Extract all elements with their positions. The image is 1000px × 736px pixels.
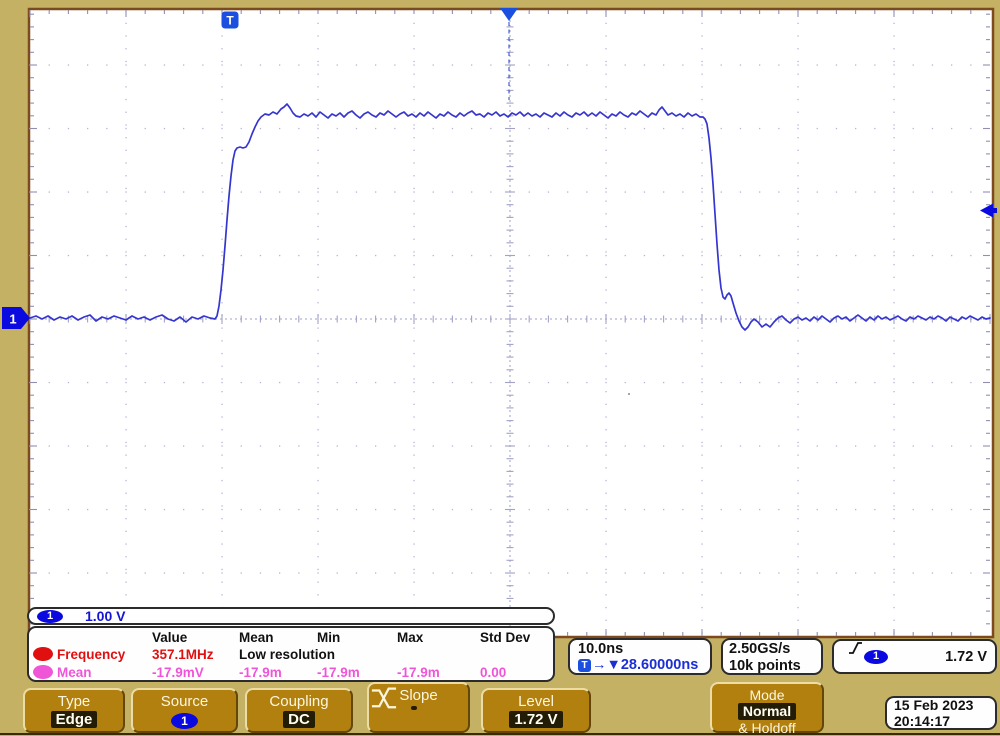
measurement-min: -17.9m: [317, 665, 360, 680]
menu-source-button[interactable]: Source 1: [131, 688, 238, 733]
menu-mode-label: Mode: [749, 687, 785, 703]
measurement-mean: Low resolution: [239, 647, 335, 662]
channel-1-marker-label: 1: [9, 312, 16, 327]
measurement-max: -17.9m: [397, 665, 440, 680]
menu-mode-value: Normal: [737, 703, 797, 720]
measurement-value: -17.9mV: [152, 665, 204, 680]
col-header-mean: Mean: [239, 630, 274, 645]
col-header-stddev: Std Dev: [480, 630, 531, 645]
measurement-std: 0.00: [480, 665, 507, 680]
menu-slope-label: Slope: [399, 687, 438, 704]
col-header-max: Max: [397, 630, 424, 645]
delay-arrow-icons: →▼: [592, 657, 621, 673]
delay-value: 28.60000ns: [620, 657, 699, 673]
menu-level-value: 1.72 V: [509, 711, 563, 728]
date-value: 15 Feb 2023: [894, 697, 974, 713]
trigger-t-icon: T: [578, 659, 591, 672]
channel-1-badge: 1: [37, 609, 63, 623]
trigger-readout: 1 1.72 V: [832, 639, 997, 674]
trigger-time-t-icon: T: [226, 14, 234, 28]
channel-1-waveform-trace: [29, 103, 991, 331]
measurement-row-mean: 4 Mean -17.9mV -17.9m -17.9m -17.9m 0.00: [29, 664, 553, 681]
channel-1-scale-value: 1.00 V: [85, 608, 126, 624]
menu-coupling-button[interactable]: Coupling DC: [245, 688, 353, 733]
trigger-level-value: 1.72 V: [945, 648, 987, 665]
menu-level-label: Level: [518, 693, 554, 710]
bezel-bottom-edge: [0, 733, 1000, 735]
menu-type-value: Edge: [50, 711, 98, 728]
date-time-box: 15 Feb 2023 20:14:17: [885, 696, 997, 730]
menu-mode-suffix: & Holdoff: [738, 720, 796, 736]
measurement-4-badge: 4: [33, 665, 53, 679]
rising-edge-icon: [849, 642, 862, 654]
menu-mode-button[interactable]: Mode Normal & Holdoff: [710, 682, 824, 736]
col-header-min: Min: [317, 630, 341, 645]
channel-1-scale-readout: 1 1.00 V: [27, 607, 555, 625]
record-length-value: 10k points: [729, 657, 801, 674]
measurement-label: Mean: [57, 665, 92, 680]
rising-slope-icon[interactable]: [371, 687, 417, 710]
menu-source-channel-badge: 1: [171, 713, 198, 729]
sample-rate-value: 2.50GS/s: [729, 641, 791, 657]
acquisition-readout: 2.50GS/s 10k points: [721, 638, 823, 675]
measurement-mean: -17.9m: [239, 665, 282, 680]
timebase-value: 10.0ns: [578, 641, 624, 657]
menu-source-label: Source: [160, 693, 209, 710]
measurement-header-row: Value Mean Min Max Std Dev: [29, 629, 553, 646]
trigger-source-badge: 1: [864, 649, 888, 664]
trigger-time-marker[interactable]: T: [221, 11, 239, 29]
measurement-row-frequency: 2 Frequency 357.1MHz Low resolution: [29, 646, 553, 663]
menu-type-button[interactable]: Type Edge: [23, 688, 125, 733]
measurement-table: Value Mean Min Max Std Dev 2 Frequency 3…: [27, 626, 555, 682]
screen-speck: [628, 393, 630, 395]
measurement-2-badge: 2: [33, 647, 53, 661]
time-value: 20:14:17: [894, 713, 951, 729]
measurement-label: Frequency: [57, 647, 126, 662]
measurement-value: 357.1MHz: [152, 647, 214, 662]
menu-level-button[interactable]: Level 1.72 V: [481, 688, 591, 733]
expansion-point-marker-icon[interactable]: [500, 8, 518, 21]
channel-1-marker[interactable]: 1: [2, 307, 30, 329]
trigger-level-arrow-icon[interactable]: [980, 203, 997, 218]
timebase-readout: 10.0ns T →▼ 28.60000ns: [568, 638, 712, 675]
menu-coupling-label: Coupling: [269, 693, 329, 710]
menu-coupling-value: DC: [283, 711, 315, 728]
menu-type-label: Type: [57, 693, 91, 710]
col-header-value: Value: [152, 630, 188, 645]
menu-slope-button[interactable]: Slope: [367, 682, 470, 733]
delay-readout: T →▼ 28.60000ns: [578, 658, 710, 673]
